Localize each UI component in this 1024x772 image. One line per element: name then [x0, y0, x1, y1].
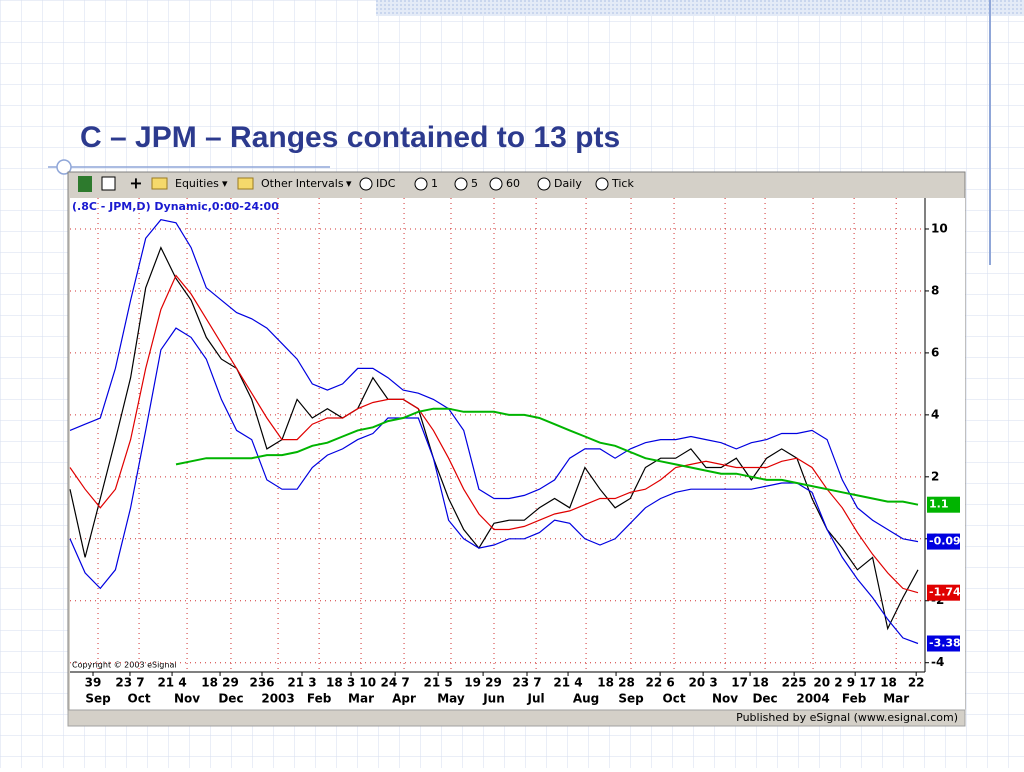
icon[interactable] — [101, 176, 116, 191]
x-day-label: 21 5 — [424, 676, 453, 690]
value-label: -1.74 — [929, 586, 961, 599]
series-line — [69, 274, 919, 594]
toolbar-button[interactable]: IDC — [376, 177, 396, 190]
dropdown-arrow[interactable]: ▾ — [222, 177, 228, 190]
toolbar-button[interactable]: Tick — [611, 177, 634, 190]
x-tick-label: 2003 — [261, 692, 294, 706]
toolbar-button[interactable]: 1 — [431, 177, 438, 190]
x-tick-label: Apr — [392, 692, 416, 706]
x-day-label: 21 4 — [157, 676, 186, 690]
series-line — [69, 327, 919, 645]
toolbar-button[interactable]: 5 — [471, 177, 478, 190]
x-tick-label: May — [437, 692, 465, 706]
chart-title: (.8C - JPM,D) Dynamic,0:00-24:00 — [72, 200, 279, 213]
top-band — [376, 0, 1024, 16]
x-day-label: 22 — [908, 676, 925, 690]
x-day-label: 22 6 — [645, 676, 674, 690]
x-tick-label: Feb — [307, 692, 332, 706]
value-label-box — [927, 496, 960, 513]
x-tick-label: Jun — [482, 692, 505, 706]
plot-area — [70, 198, 925, 672]
x-day-label: 21 4 — [553, 676, 582, 690]
x-tick-label: Jul — [527, 692, 545, 706]
x-tick-label: Aug — [573, 692, 599, 706]
source: Published by eSignal (www.esignal.com) — [736, 711, 958, 724]
x-day-label: 18 29 — [201, 676, 239, 690]
value-label-box — [927, 635, 960, 652]
toolbar: + Equities ▾ Other Intervals ▾ IDC 1 5 60 Da… — [78, 174, 634, 193]
x-day-label: 17 18 — [731, 676, 769, 690]
slide-title: C – JPM – Ranges contained to 13 pts — [80, 121, 620, 154]
button-icon[interactable] — [359, 177, 373, 191]
x-tick-label: Sep — [85, 692, 111, 706]
value-label-box — [927, 533, 960, 550]
x-day-label: 225 — [782, 676, 807, 690]
y-tick-label: 10 — [931, 221, 948, 235]
x-day-label: 236 — [249, 676, 274, 690]
button-icon[interactable] — [537, 177, 551, 191]
x-tick-label: Nov — [174, 692, 200, 706]
x-tick-label: Dec — [752, 692, 777, 706]
x-tick-label: Nov — [712, 692, 738, 706]
x-day-label: 23 7 — [115, 676, 144, 690]
value-label: -0.09 — [929, 535, 961, 548]
value-label-box — [927, 584, 960, 601]
toolbar-button[interactable]: Daily — [554, 177, 582, 190]
y-tick-label: 8 — [931, 283, 939, 297]
deco-circle — [56, 159, 72, 175]
icon[interactable]: + — [129, 174, 142, 193]
x-tick-label: 2004 — [796, 692, 829, 706]
y-tick-label: -4 — [931, 655, 944, 669]
x-day-label: 21 3 — [287, 676, 316, 690]
y-tick-label: 4 — [931, 407, 939, 421]
folder-icon[interactable] — [237, 177, 254, 190]
x-day-label: 24 7 — [380, 676, 409, 690]
x-tick-label: Mar — [348, 692, 374, 706]
y-tick-label: 2 — [931, 469, 939, 483]
dropdown-arrow[interactable]: ▾ — [346, 177, 352, 190]
folder-icon[interactable] — [151, 177, 168, 190]
toolbar-items: IDC 1 5 60 Daily Tick — [359, 177, 634, 191]
button-icon[interactable] — [414, 177, 428, 191]
x-tick-label: Dec — [218, 692, 243, 706]
toolbar-button[interactable]: Other Intervals — [261, 177, 344, 190]
value-label: 1.1 — [929, 498, 949, 511]
x-tick-label: Mar — [883, 692, 909, 706]
x-day-label: 39 — [85, 676, 102, 690]
x-day-label: 18 3 10 — [326, 676, 376, 690]
series-line — [69, 246, 919, 631]
button-icon[interactable] — [595, 177, 609, 191]
x-day-label: 23 7 — [512, 676, 541, 690]
x-day-label: 20 3 — [689, 676, 718, 690]
x-tick-label: Oct — [663, 692, 686, 706]
x-day-label: 20 2 9 17 18 — [813, 676, 897, 690]
x-tick-label: Feb — [842, 692, 867, 706]
status-bar — [67, 709, 966, 727]
series-line — [175, 407, 919, 506]
x-day-label: 19 29 — [464, 676, 502, 690]
toolbar-button[interactable]: 60 — [506, 177, 520, 190]
icon[interactable] — [78, 176, 92, 192]
x-tick-label: Sep — [618, 692, 644, 706]
x-axis-area — [70, 672, 965, 710]
x-tick-label: Oct — [128, 692, 151, 706]
x-day-label: 18 28 — [597, 676, 635, 690]
y-tick-label: 6 — [931, 345, 939, 359]
toolbar-button[interactable]: Equities — [175, 177, 219, 190]
copyright: Copyright © 2003 eSignal — [72, 661, 177, 670]
value-label: -3.38 — [929, 636, 961, 649]
button-icon[interactable] — [454, 177, 468, 191]
button-icon[interactable] — [489, 177, 503, 191]
series-line — [69, 219, 919, 543]
